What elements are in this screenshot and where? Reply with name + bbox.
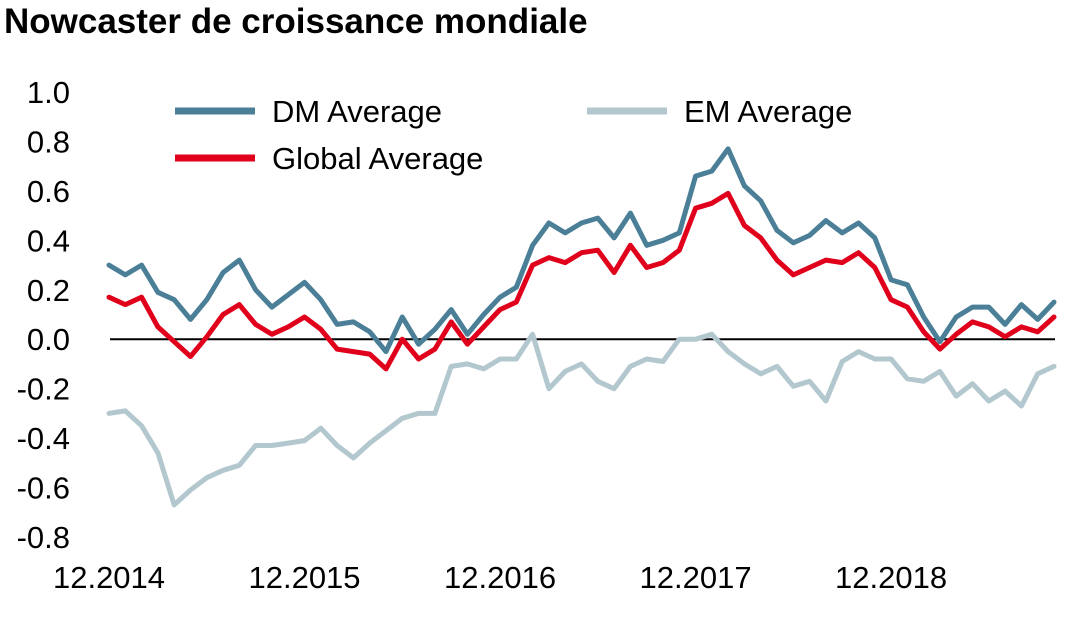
legend: DM Average EM Average Global Average bbox=[175, 94, 852, 176]
x-tick-label: 12.2018 bbox=[835, 560, 947, 595]
y-tick-label: 0.8 bbox=[27, 124, 70, 159]
y-tick-label: -0.2 bbox=[17, 372, 70, 407]
y-tick-label: 0.0 bbox=[27, 322, 70, 357]
y-tick-label: -0.6 bbox=[17, 471, 70, 506]
x-tick-label: 12.2015 bbox=[248, 560, 360, 595]
y-axis: 1.0 0.8 0.6 0.4 0.2 0.0 -0.2 -0.4 -0.6 -0.8 bbox=[17, 75, 70, 555]
legend-label-global-average: Global Average bbox=[272, 141, 483, 176]
legend-label-em-average: EM Average bbox=[684, 94, 852, 129]
series-line-em-average bbox=[106, 331, 1057, 508]
series-line-global-average bbox=[106, 190, 1057, 372]
x-tick-label: 12.2017 bbox=[640, 560, 752, 595]
y-tick-label: -0.4 bbox=[17, 421, 70, 456]
y-tick-label: 0.6 bbox=[27, 174, 70, 209]
y-tick-label: 0.4 bbox=[27, 223, 70, 258]
x-tick-label: 12.2014 bbox=[53, 560, 165, 595]
series-line-dm-average bbox=[106, 146, 1057, 355]
legend-label-dm-average: DM Average bbox=[272, 94, 442, 129]
series-layer bbox=[106, 146, 1057, 508]
y-tick-label: -0.8 bbox=[17, 520, 70, 555]
y-tick-label: 1.0 bbox=[27, 75, 70, 110]
y-tick-label: 0.2 bbox=[27, 273, 70, 308]
x-axis: 12.2014 12.2015 12.2016 12.2017 12.2018 bbox=[53, 560, 947, 595]
x-tick-label: 12.2016 bbox=[444, 560, 556, 595]
chart-title: Nowcaster de croissance mondiale bbox=[4, 2, 588, 41]
